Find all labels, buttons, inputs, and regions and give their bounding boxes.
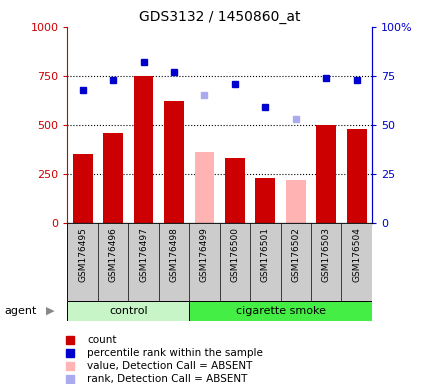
Text: ▶: ▶ xyxy=(46,306,54,316)
Text: GSM176503: GSM176503 xyxy=(321,227,330,281)
Text: GSM176500: GSM176500 xyxy=(230,227,239,281)
Text: GSM176499: GSM176499 xyxy=(200,227,208,281)
Bar xyxy=(285,180,305,223)
Bar xyxy=(346,129,366,223)
Text: GSM176504: GSM176504 xyxy=(352,227,360,281)
Bar xyxy=(255,178,275,223)
Text: cigarette smoke: cigarette smoke xyxy=(235,306,325,316)
Bar xyxy=(67,301,189,321)
Text: rank, Detection Call = ABSENT: rank, Detection Call = ABSENT xyxy=(87,374,247,384)
Text: GSM176502: GSM176502 xyxy=(291,227,299,281)
Text: count: count xyxy=(87,335,116,345)
Bar xyxy=(224,158,244,223)
Text: percentile rank within the sample: percentile rank within the sample xyxy=(87,348,262,358)
Text: GSM176498: GSM176498 xyxy=(169,227,178,281)
Bar xyxy=(194,152,214,223)
Text: GSM176495: GSM176495 xyxy=(78,227,87,281)
Bar xyxy=(67,223,371,301)
Text: GSM176496: GSM176496 xyxy=(108,227,117,281)
Bar xyxy=(133,76,153,223)
Text: GSM176501: GSM176501 xyxy=(260,227,269,281)
Bar xyxy=(72,154,92,223)
Text: agent: agent xyxy=(4,306,36,316)
Bar xyxy=(164,101,184,223)
Bar xyxy=(189,301,371,321)
Title: GDS3132 / 1450860_at: GDS3132 / 1450860_at xyxy=(138,10,300,25)
Bar xyxy=(103,132,123,223)
Text: control: control xyxy=(109,306,147,316)
Text: GSM176497: GSM176497 xyxy=(139,227,148,281)
Text: value, Detection Call = ABSENT: value, Detection Call = ABSENT xyxy=(87,361,252,371)
Bar xyxy=(316,125,335,223)
